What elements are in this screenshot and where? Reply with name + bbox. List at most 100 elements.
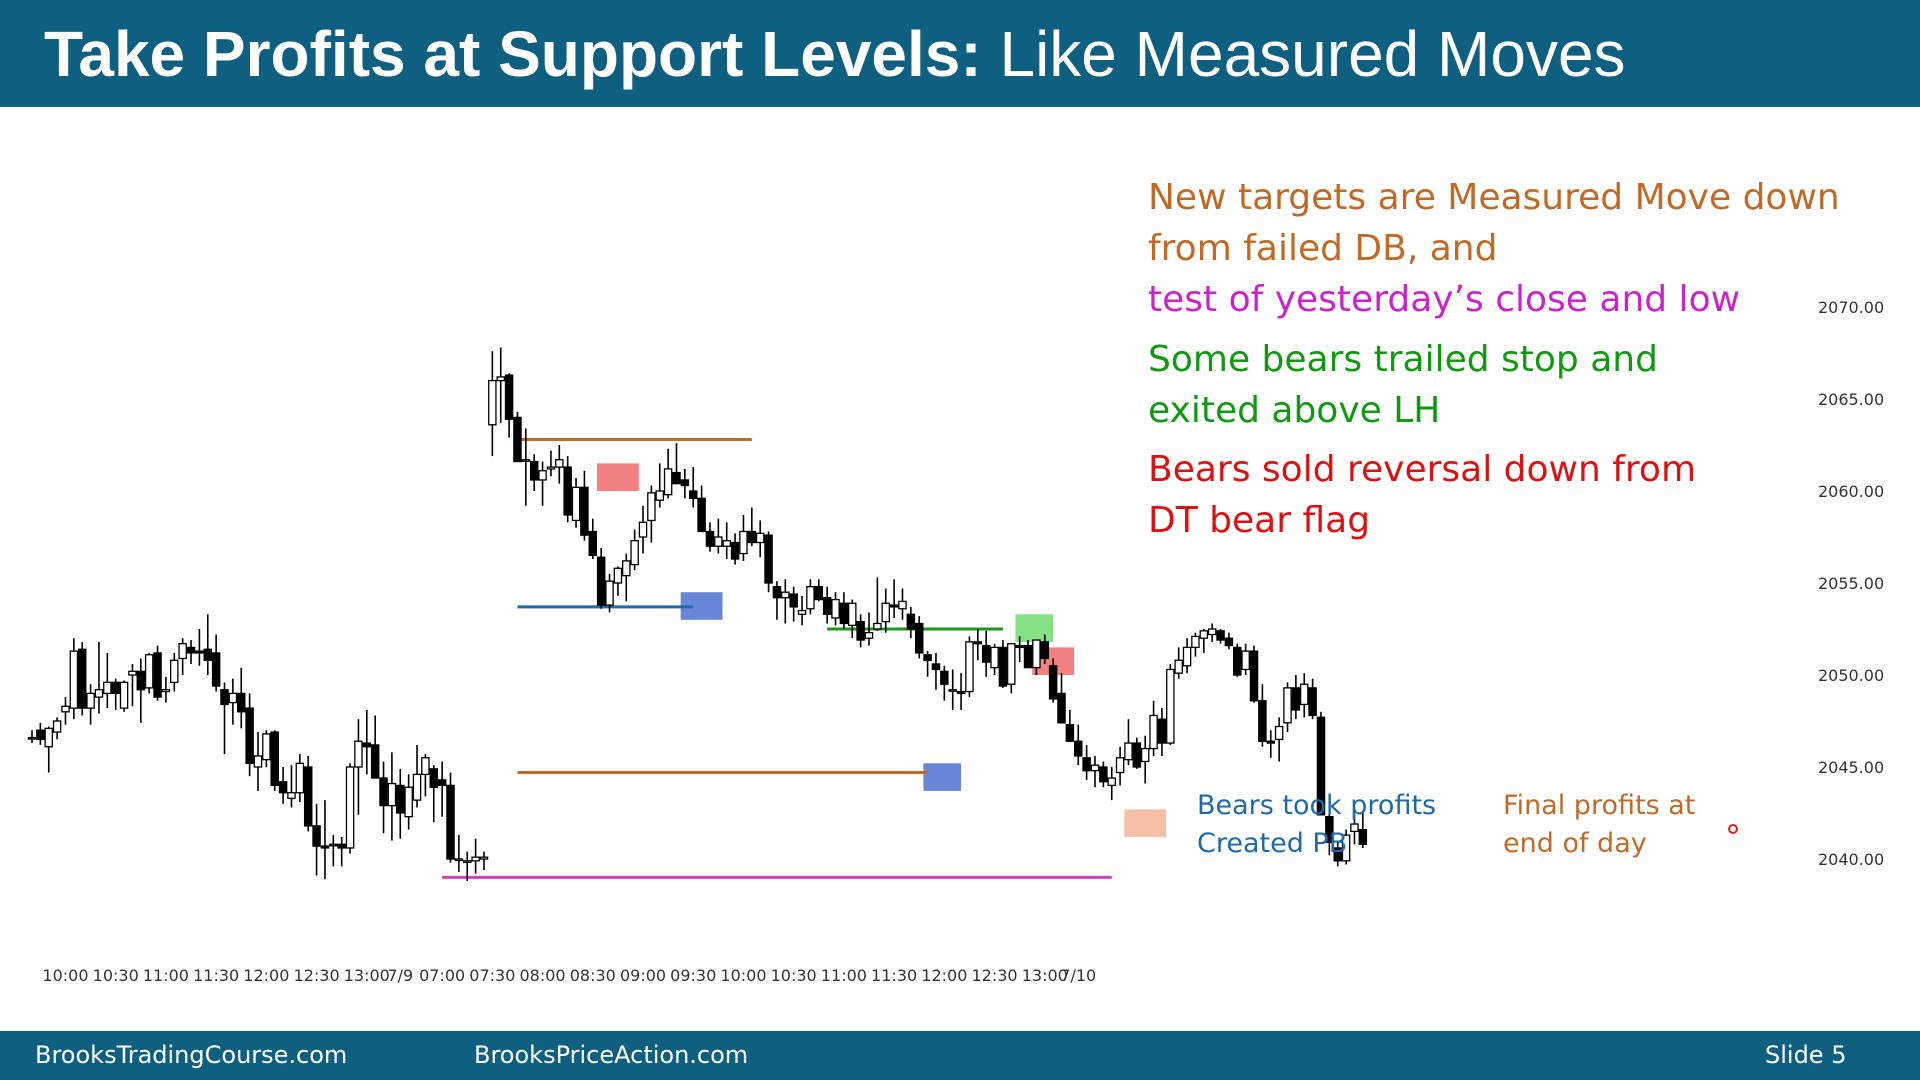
price-bar [195, 629, 204, 666]
price-bar [973, 629, 983, 661]
price-bar [1065, 709, 1075, 742]
price-bar [245, 693, 254, 777]
x-axis-labels: 10:00 10:30 11:00 11:30 12:00 12:30 13:007/9 07… [42, 966, 1096, 985]
price-bar [722, 522, 731, 560]
price-bar [906, 606, 916, 639]
price-bar [496, 347, 505, 423]
price-bar [1224, 632, 1234, 650]
y-tick-label: 2050.00 [1818, 666, 1884, 685]
price-bar [454, 835, 464, 872]
price-bar [546, 450, 556, 477]
x-tick-label: 7/9 [387, 966, 413, 985]
zone-blue-2 [923, 763, 962, 791]
price-bar [714, 518, 723, 554]
price-bar [521, 428, 531, 506]
price-bar [1015, 636, 1024, 663]
price-bar [136, 658, 146, 723]
price-bar [44, 726, 53, 773]
x-tick-label: 10:00 [720, 966, 766, 985]
note-sold-2: DT bear flag [1148, 500, 1371, 541]
y-tick-label: 2040.00 [1818, 850, 1884, 869]
x-tick-label: 12:30 [971, 966, 1017, 985]
price-bar [839, 592, 849, 629]
price-bar [1124, 719, 1133, 766]
price-bar [931, 652, 941, 690]
price-bar [1258, 684, 1267, 747]
x-tick-label: 10:30 [771, 966, 817, 985]
price-bar [270, 730, 279, 791]
price-bar [337, 836, 346, 867]
price-bar [806, 579, 815, 615]
note-trailed-2: exited above LH [1148, 390, 1441, 431]
y-tick-label: 2065.00 [1818, 390, 1884, 409]
price-bar [697, 485, 706, 533]
price-bar [77, 641, 87, 716]
price-bar [303, 755, 313, 832]
price-bar [278, 767, 288, 804]
price-bar [379, 761, 388, 834]
price-bar [1299, 673, 1309, 718]
highlight-zones [596, 463, 1167, 837]
price-bar [605, 573, 614, 613]
zone-red-1 [596, 463, 639, 491]
price-bar [647, 485, 656, 543]
price-bar [680, 468, 690, 499]
price-bar [1266, 730, 1276, 758]
price-bar [1099, 761, 1108, 788]
price-bar [940, 665, 949, 701]
x-tick-label: 09:00 [620, 966, 666, 985]
price-bar [781, 579, 790, 624]
price-bar [111, 678, 120, 710]
price-bar [1325, 811, 1334, 856]
price-bar [898, 588, 907, 620]
price-bar [856, 614, 865, 648]
price-bar [1291, 675, 1301, 720]
price-bar [831, 592, 840, 626]
price-bar [1115, 746, 1125, 786]
price-bar [1233, 643, 1242, 677]
price-bar [622, 553, 631, 602]
note-trailed-1: Some bears trailed stop and [1148, 339, 1658, 380]
price-bar [638, 505, 648, 554]
price-bar [688, 467, 698, 508]
price-bar [613, 566, 623, 596]
price-bar [1216, 629, 1225, 644]
price-bar [119, 680, 129, 712]
price-bar [387, 752, 397, 841]
price-bar [981, 630, 991, 677]
x-tick-label: 08:00 [520, 966, 566, 985]
price-bar [848, 599, 857, 639]
x-tick-label: 07:30 [469, 966, 515, 985]
note-close-low: test of yesterday’s close and low [1148, 279, 1741, 320]
price-bar [1274, 717, 1284, 762]
price-bar [153, 645, 162, 701]
marker-dot [1728, 824, 1738, 834]
price-bar [864, 612, 874, 646]
footer-bar: BrooksTradingCourse.com BrooksPriceActio… [0, 1031, 1920, 1080]
price-bar [61, 697, 70, 725]
note-profits-2: Created PB [1197, 828, 1348, 859]
price-bar [170, 652, 179, 692]
price-bar [580, 470, 589, 541]
price-bar [956, 673, 966, 710]
price-bar [1191, 632, 1200, 657]
price-bar [1048, 658, 1058, 703]
price-bar [161, 676, 171, 703]
zone-green [1015, 614, 1054, 642]
x-tick-label: 12:00 [921, 966, 967, 985]
price-bar [504, 373, 514, 438]
price-bar [287, 765, 296, 808]
x-tick-label: 10:30 [93, 966, 139, 985]
price-bar [144, 652, 154, 694]
price-bar [362, 709, 372, 775]
price-bar [354, 719, 363, 815]
price-bar [178, 638, 187, 675]
price-bar [1082, 744, 1091, 780]
price-bar [772, 581, 782, 620]
price-bar [1166, 663, 1175, 745]
x-tick-label: 12:00 [243, 966, 289, 985]
x-tick-label: 11:30 [871, 966, 917, 985]
price-bar [69, 638, 79, 720]
price-bar [1199, 629, 1209, 653]
price-bar [1174, 647, 1183, 679]
